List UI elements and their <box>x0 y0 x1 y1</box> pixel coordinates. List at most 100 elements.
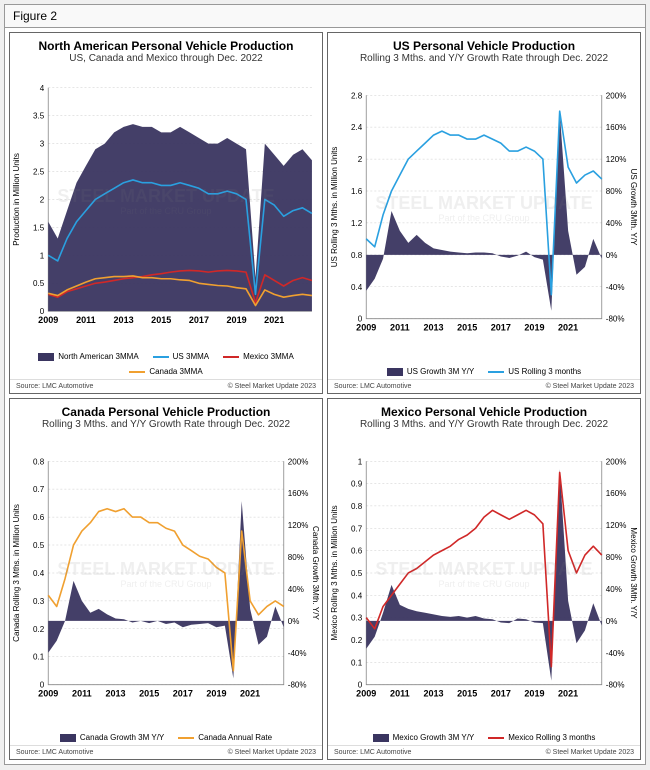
legend-item: US Rolling 3 months <box>488 367 581 376</box>
chart-area: STEEL MARKET UPDATEPart of the CRU Group… <box>328 432 640 730</box>
svg-text:1.2: 1.2 <box>351 219 363 228</box>
svg-text:0%: 0% <box>606 251 618 260</box>
panel-title: Canada Personal Vehicle Production <box>14 405 318 419</box>
svg-text:US Growth 3Mth. Y/Y: US Growth 3Mth. Y/Y <box>629 169 638 246</box>
svg-text:0.8: 0.8 <box>351 502 363 511</box>
svg-text:2015: 2015 <box>457 323 477 333</box>
svg-text:80%: 80% <box>288 553 304 562</box>
legend-item: North American 3MMA <box>38 352 138 361</box>
footer-copyright: © Steel Market Update 2023 <box>228 383 316 390</box>
panel-footer: Source: LMC Automotive © Steel Market Upd… <box>10 379 322 393</box>
svg-text:0.7: 0.7 <box>33 485 45 494</box>
svg-text:2009: 2009 <box>38 315 58 325</box>
svg-text:2021: 2021 <box>558 323 578 333</box>
svg-text:1.6: 1.6 <box>351 187 363 196</box>
svg-text:US Rolling 3 Mths. in Million: US Rolling 3 Mths. in Million Units <box>330 147 339 268</box>
svg-text:2: 2 <box>358 155 363 164</box>
svg-text:160%: 160% <box>606 489 627 498</box>
panel-subtitle: Rolling 3 Mths. and Y/Y Growth Rate thro… <box>332 53 636 64</box>
svg-text:2.4: 2.4 <box>351 123 363 132</box>
svg-text:200%: 200% <box>288 457 309 466</box>
svg-text:2013: 2013 <box>105 689 125 699</box>
legend-item: US Growth 3M Y/Y <box>387 367 474 376</box>
svg-text:0.8: 0.8 <box>351 251 363 260</box>
svg-text:0.5: 0.5 <box>33 279 45 288</box>
svg-text:160%: 160% <box>606 123 627 132</box>
svg-text:2: 2 <box>40 195 45 204</box>
chart-area: STEEL MARKET UPDATEPart of the CRU Group… <box>328 66 640 364</box>
svg-text:0%: 0% <box>606 617 618 626</box>
legend: US Growth 3M Y/Y US Rolling 3 months <box>328 364 640 379</box>
legend-item: Canada Annual Rate <box>178 733 272 742</box>
svg-text:200%: 200% <box>606 91 627 100</box>
figure-label: Figure 2 <box>5 5 645 28</box>
panel-title: US Personal Vehicle Production <box>332 39 636 53</box>
svg-text:2017: 2017 <box>189 315 209 325</box>
panel-mx: Mexico Personal Vehicle ProductionRollin… <box>327 398 641 760</box>
svg-text:0.2: 0.2 <box>351 636 363 645</box>
legend: Canada Growth 3M Y/Y Canada Annual Rate <box>10 730 322 745</box>
figure-container: Figure 2 North American Personal Vehicle… <box>4 4 646 765</box>
legend-item: Canada Growth 3M Y/Y <box>60 733 164 742</box>
svg-text:0.8: 0.8 <box>33 457 45 466</box>
svg-text:0.6: 0.6 <box>33 513 45 522</box>
svg-text:-80%: -80% <box>606 315 625 324</box>
footer-copyright: © Steel Market Update 2023 <box>546 749 634 756</box>
svg-text:2015: 2015 <box>139 689 159 699</box>
svg-text:2013: 2013 <box>114 315 134 325</box>
panel-subtitle: US, Canada and Mexico through Dec. 2022 <box>14 53 318 64</box>
svg-text:Mexico Growth 3Mth. Y/Y: Mexico Growth 3Mth. Y/Y <box>629 527 638 619</box>
svg-text:2017: 2017 <box>491 323 511 333</box>
svg-text:-80%: -80% <box>606 681 625 690</box>
svg-text:40%: 40% <box>606 585 622 594</box>
legend-item: Mexico Growth 3M Y/Y <box>373 733 475 742</box>
svg-text:120%: 120% <box>288 521 309 530</box>
svg-text:3: 3 <box>40 140 45 149</box>
footer-source: Source: LMC Automotive <box>334 383 411 390</box>
footer-source: Source: LMC Automotive <box>16 749 93 756</box>
svg-text:120%: 120% <box>606 521 627 530</box>
panel-ca: Canada Personal Vehicle ProductionRollin… <box>9 398 323 760</box>
svg-text:2015: 2015 <box>151 315 171 325</box>
footer-copyright: © Steel Market Update 2023 <box>546 383 634 390</box>
svg-text:0.4: 0.4 <box>33 569 45 578</box>
svg-text:40%: 40% <box>606 219 622 228</box>
panel-footer: Source: LMC Automotive © Steel Market Upd… <box>328 379 640 393</box>
footer-source: Source: LMC Automotive <box>334 749 411 756</box>
legend: Mexico Growth 3M Y/YMexico Rolling 3 mon… <box>328 730 640 745</box>
svg-text:2021: 2021 <box>240 689 260 699</box>
svg-text:0.5: 0.5 <box>33 541 45 550</box>
svg-text:1: 1 <box>40 251 45 260</box>
svg-text:2013: 2013 <box>423 689 443 699</box>
svg-text:0.9: 0.9 <box>351 480 363 489</box>
panel-title: Mexico Personal Vehicle Production <box>332 405 636 419</box>
svg-text:120%: 120% <box>606 155 627 164</box>
svg-text:0.7: 0.7 <box>351 524 363 533</box>
svg-text:0.3: 0.3 <box>33 597 45 606</box>
svg-text:80%: 80% <box>606 187 622 196</box>
svg-text:2009: 2009 <box>356 323 376 333</box>
legend-item: US 3MMA <box>153 352 209 361</box>
svg-text:Mexico Rolling 3 Mths. in Mill: Mexico Rolling 3 Mths. in Million Units <box>330 505 339 640</box>
panel-subtitle: Rolling 3 Mths. and Y/Y Growth Rate thro… <box>14 419 318 430</box>
svg-text:-80%: -80% <box>288 681 307 690</box>
svg-text:0.4: 0.4 <box>351 591 363 600</box>
panel-footer: Source: LMC Automotive© Steel Market Upd… <box>10 745 322 759</box>
svg-text:2011: 2011 <box>390 323 410 333</box>
svg-text:0.4: 0.4 <box>351 283 363 292</box>
svg-text:0.1: 0.1 <box>33 653 45 662</box>
svg-text:Production in Million Units: Production in Million Units <box>12 153 21 246</box>
svg-text:2021: 2021 <box>558 689 578 699</box>
panel-na: North American Personal Vehicle Producti… <box>9 32 323 394</box>
panel-us: US Personal Vehicle ProductionRolling 3 … <box>327 32 641 394</box>
svg-text:2017: 2017 <box>491 689 511 699</box>
footer-source: Source: LMC Automotive <box>16 383 93 390</box>
svg-text:40%: 40% <box>288 585 304 594</box>
svg-text:Canada Growth 3Mth. Y/Y: Canada Growth 3Mth. Y/Y <box>311 526 320 620</box>
svg-text:0.3: 0.3 <box>351 614 363 623</box>
panel-title: North American Personal Vehicle Producti… <box>14 39 318 53</box>
chart-area: STEEL MARKET UPDATEPart of the CRU Group… <box>10 66 322 349</box>
svg-text:200%: 200% <box>606 457 627 466</box>
panel-footer: Source: LMC Automotive © Steel Market Upd… <box>328 745 640 759</box>
svg-text:0.2: 0.2 <box>33 625 45 634</box>
